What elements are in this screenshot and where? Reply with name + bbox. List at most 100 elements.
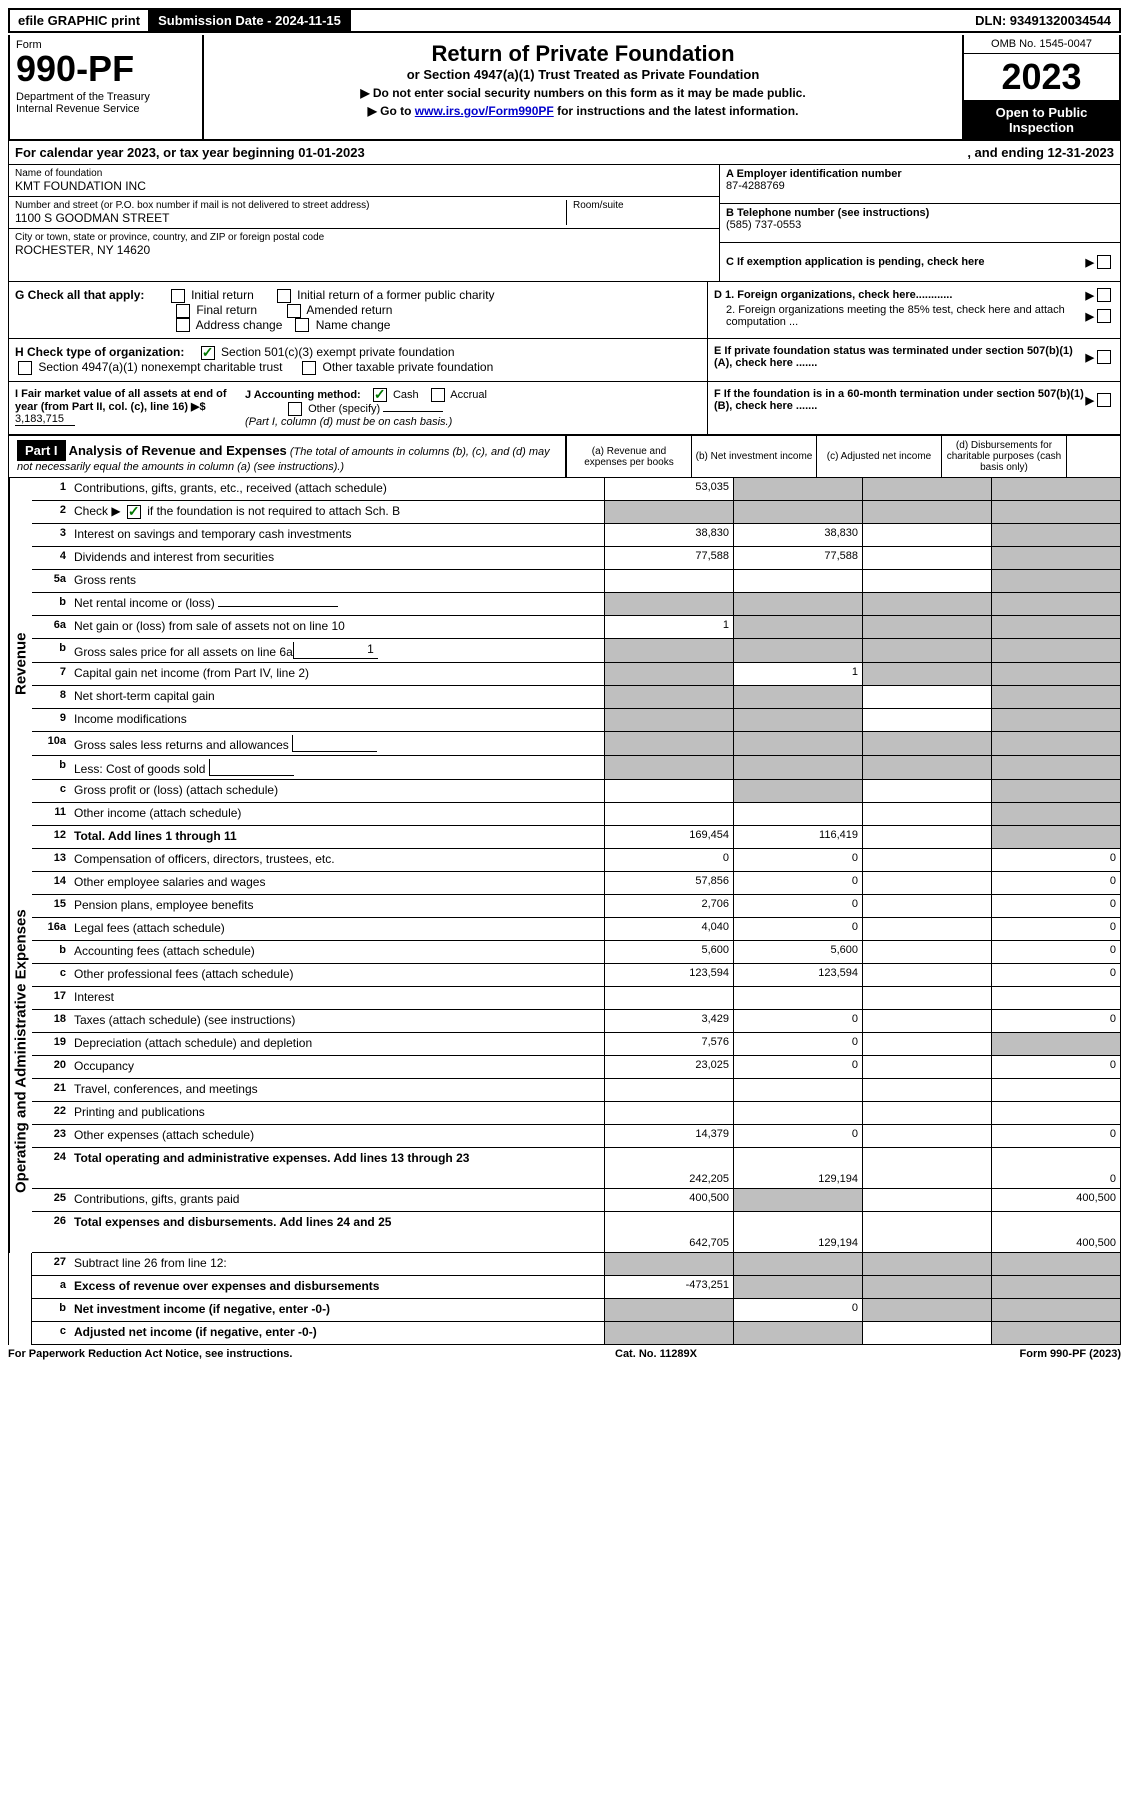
header-right: OMB No. 1545-0047 2023 Open to Public In…	[962, 35, 1119, 139]
cell-b: 1	[733, 663, 862, 685]
cell-c	[862, 826, 991, 848]
address: 1100 S GOODMAN STREET	[15, 211, 566, 225]
line-4: 4 Dividends and interest from securities…	[32, 547, 1121, 570]
cell-a	[604, 501, 733, 523]
cell-c	[862, 1322, 991, 1344]
line-25: 25 Contributions, gifts, grants paid 400…	[32, 1189, 1121, 1212]
initial-return-checkbox[interactable]	[171, 289, 185, 303]
cell-c	[862, 964, 991, 986]
line-num: 9	[32, 709, 70, 731]
cell-a	[604, 732, 733, 755]
line-num: 21	[32, 1079, 70, 1101]
line-22: 22 Printing and publications	[32, 1102, 1121, 1125]
g-opt-0: Initial return	[191, 288, 254, 302]
line-num: 2	[32, 501, 70, 523]
f-checkbox[interactable]	[1097, 393, 1111, 407]
footer: For Paperwork Reduction Act Notice, see …	[8, 1345, 1121, 1363]
col-d-header: (d) Disbursements for charitable purpose…	[941, 436, 1067, 477]
cell-b	[733, 501, 862, 523]
initial-public-checkbox[interactable]	[277, 289, 291, 303]
name-change-checkbox[interactable]	[295, 318, 309, 332]
cell-b	[733, 709, 862, 731]
line-desc: Net rental income or (loss)	[70, 593, 604, 615]
revenue-label: Revenue	[9, 478, 32, 849]
line-10a: 10a Gross sales less returns and allowan…	[32, 732, 1121, 756]
line-desc: Gross profit or (loss) (attach schedule)	[70, 780, 604, 802]
e-label: E If private foundation status was termi…	[714, 345, 1073, 369]
cell-d	[991, 1253, 1120, 1275]
cell-c	[862, 918, 991, 940]
g-opt-1: Final return	[196, 303, 257, 317]
d1-checkbox[interactable]	[1097, 288, 1111, 302]
h-opt2: Section 4947(a)(1) nonexempt charitable …	[38, 360, 282, 374]
j-accrual-checkbox[interactable]	[431, 388, 445, 402]
d2-checkbox[interactable]	[1097, 309, 1111, 323]
e-checkbox[interactable]	[1097, 350, 1111, 364]
form-link[interactable]: www.irs.gov/Form990PF	[415, 104, 554, 118]
line27-section: 27 Subtract line 26 from line 12: a Exce…	[8, 1253, 1121, 1345]
line-6b: b Gross sales price for all assets on li…	[32, 639, 1121, 663]
h-501c3-checkbox[interactable]	[201, 346, 215, 360]
schb-checkbox[interactable]	[127, 505, 141, 519]
line-desc: Total expenses and disbursements. Add li…	[70, 1212, 604, 1252]
exemption-checkbox[interactable]	[1097, 255, 1111, 269]
cell-b	[733, 593, 862, 615]
submission-date: Submission Date - 2024-11-15	[150, 10, 351, 31]
cell-d	[991, 826, 1120, 848]
cell-a: 642,705	[604, 1212, 733, 1252]
cell-d: 0	[991, 964, 1120, 986]
city-value: ROCHESTER, NY 14620	[15, 243, 713, 257]
amended-return-checkbox[interactable]	[287, 304, 301, 318]
h-4947-checkbox[interactable]	[18, 361, 32, 375]
h-other-checkbox[interactable]	[302, 361, 316, 375]
cell-b: 116,419	[733, 826, 862, 848]
g-label: G Check all that apply:	[15, 288, 144, 302]
final-return-checkbox[interactable]	[176, 304, 190, 318]
j-other-checkbox[interactable]	[288, 402, 302, 416]
line-16b: b Accounting fees (attach schedule) 5,60…	[32, 941, 1121, 964]
line-desc: Accounting fees (attach schedule)	[70, 941, 604, 963]
line-num: 6a	[32, 616, 70, 638]
instr2-prefix: ▶ Go to	[368, 104, 415, 118]
line-desc: Printing and publications	[70, 1102, 604, 1124]
cell-c	[862, 941, 991, 963]
cell-c	[862, 1212, 991, 1252]
cell-b: 0	[733, 1010, 862, 1032]
cell-a	[604, 1102, 733, 1124]
cell-d: 400,500	[991, 1189, 1120, 1211]
cell-c	[862, 780, 991, 802]
cell-d	[991, 1299, 1120, 1321]
line-21: 21 Travel, conferences, and meetings	[32, 1079, 1121, 1102]
ein-value: 87-4288769	[726, 180, 1114, 192]
check-g-left: G Check all that apply: Initial return I…	[9, 282, 707, 338]
line-desc: Interest on savings and temporary cash i…	[70, 524, 604, 546]
line-num: b	[32, 1299, 70, 1321]
cell-b: 0	[733, 1033, 862, 1055]
cell-a	[604, 709, 733, 731]
line-num: 25	[32, 1189, 70, 1211]
cell-d: 0	[991, 918, 1120, 940]
line-10b: b Less: Cost of goods sold	[32, 756, 1121, 780]
cell-c	[862, 524, 991, 546]
d1-label: D 1. Foreign organizations, check here..…	[714, 289, 952, 301]
line-num: 23	[32, 1125, 70, 1147]
line-desc: Other expenses (attach schedule)	[70, 1125, 604, 1147]
arrow-icon: ▶	[1086, 394, 1094, 407]
cell-a	[604, 1299, 733, 1321]
cell-b: 0	[733, 895, 862, 917]
j-cash-checkbox[interactable]	[373, 388, 387, 402]
line-1: 1 Contributions, gifts, grants, etc., re…	[32, 478, 1121, 501]
cell-a	[604, 570, 733, 592]
arrow-icon: ▶	[1086, 310, 1094, 323]
cell-a: 38,830	[604, 524, 733, 546]
line-desc: Gross sales price for all assets on line…	[70, 639, 604, 662]
line-desc: Total operating and administrative expen…	[70, 1148, 604, 1188]
line-6a: 6a Net gain or (loss) from sale of asset…	[32, 616, 1121, 639]
line-2: 2 Check ▶ if the foundation is not requi…	[32, 501, 1121, 524]
cell-b: 0	[733, 872, 862, 894]
f-label: F If the foundation is in a 60-month ter…	[714, 388, 1084, 412]
line-num: b	[32, 639, 70, 662]
address-change-checkbox[interactable]	[176, 318, 190, 332]
addr-label: Number and street (or P.O. box number if…	[15, 200, 566, 211]
cell-b	[733, 570, 862, 592]
